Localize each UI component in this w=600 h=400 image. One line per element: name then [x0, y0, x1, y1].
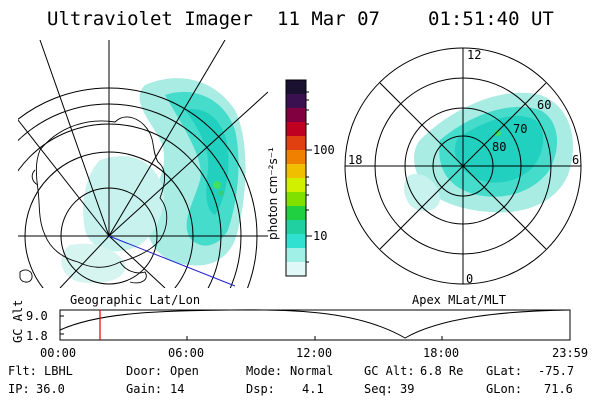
- colorbar-tick-10: 10: [313, 229, 327, 243]
- dsp-label: Dsp:: [246, 382, 275, 396]
- colorbar-stripe: [286, 136, 306, 151]
- altitude-ytick-1-8: 1.8: [26, 329, 48, 343]
- mlat-label-70: 70: [513, 122, 527, 136]
- colorbar-stripe: [286, 108, 306, 123]
- dsp-value: 4.1: [302, 382, 324, 396]
- magnetic-polar-plot: 12 18 6 0 60 70 80: [344, 47, 582, 286]
- glat-label: GLat:: [486, 364, 523, 378]
- filter-label: Flt:: [8, 364, 37, 378]
- colorbar-unit-label: photon cm⁻²s⁻¹: [266, 147, 280, 240]
- filter-value: LBHL: [44, 364, 73, 378]
- mlt-label-6: 6: [572, 153, 579, 167]
- mlt-labels: 12 18 6 0 60 70 80: [348, 48, 579, 286]
- colorbar-gradient: [286, 80, 306, 277]
- colorbar-stripe: [286, 80, 306, 95]
- geographic-caption: Geographic Lat/Lon: [70, 293, 201, 307]
- gc-alt-value: 6.8 Re: [420, 364, 464, 378]
- magnetic-caption: Apex MLat/MLT: [412, 293, 506, 307]
- gc-alt-label: GC Alt:: [364, 364, 415, 378]
- mode-label: Mode:: [246, 364, 283, 378]
- mlt-label-12: 12: [467, 48, 481, 62]
- colorbar-stripe: [286, 94, 306, 109]
- colorbar-stripe: [286, 164, 306, 179]
- colorbar-stripe: [286, 248, 306, 263]
- mlat-label-80: 80: [492, 140, 506, 154]
- colorbar-stripe: [286, 220, 306, 235]
- altitude-x-labels: 00:00 06:00 12:00 18:00 23:59: [40, 346, 588, 360]
- sun-direction-line: [108, 235, 236, 287]
- seq-label: Seq:: [364, 382, 393, 396]
- mlat-label-60: 60: [537, 98, 551, 112]
- gain-label: Gain:: [126, 382, 163, 396]
- aurora-image-left: [61, 78, 246, 284]
- mlt-lines: [345, 48, 581, 284]
- instrument-title: Ultraviolet Imager: [47, 8, 253, 30]
- glat-value: -75.7: [538, 364, 575, 378]
- colorbar-stripe: [286, 150, 306, 165]
- altitude-plot: GC Alt 9.0 1.8 00:00 06:00 12:00 18:00 2…: [11, 300, 588, 360]
- door-label: Door:: [126, 364, 163, 378]
- ip-value: 36.0: [36, 382, 65, 396]
- colorbar-stripe: [286, 234, 306, 249]
- altitude-xtick-1200: 12:00: [296, 346, 332, 360]
- altitude-xtick-0600: 06:00: [168, 346, 204, 360]
- altitude-curve: [59, 309, 571, 339]
- altitude-xtick-0000: 00:00: [40, 346, 76, 360]
- altitude-ytick-9: 9.0: [26, 309, 48, 323]
- date-label: 11 Mar 07: [277, 8, 380, 30]
- altitude-x-ticks: [60, 315, 443, 340]
- colorbar-stripe: [286, 206, 306, 221]
- seq-value: 39: [400, 382, 415, 396]
- lon-lines: [18, 40, 268, 288]
- altitude-xtick-1800: 18:00: [423, 346, 459, 360]
- colorbar-tick-100: 100: [313, 143, 335, 157]
- mode-value: Normal: [290, 364, 334, 378]
- colorbar-stripe: [286, 262, 306, 277]
- colorbar-stripe: [286, 192, 306, 207]
- ip-label: IP:: [8, 382, 30, 396]
- mlt-label-0: 0: [466, 272, 473, 286]
- colorbar-stripe: [286, 122, 306, 137]
- gain-value: 14: [170, 382, 185, 396]
- coastline: [19, 116, 168, 284]
- altitude-xtick-2359: 23:59: [552, 346, 588, 360]
- geographic-map: [18, 40, 268, 288]
- door-value: Open: [170, 364, 199, 378]
- time-label: 01:51:40 UT: [428, 8, 554, 30]
- mlt-label-18: 18: [348, 153, 362, 167]
- glon-value: 71.6: [544, 382, 573, 396]
- glon-label: GLon:: [486, 382, 523, 396]
- altitude-ylabel: GC Alt: [11, 300, 25, 343]
- colorbar: 100 10 photon cm⁻²s⁻¹: [266, 79, 335, 277]
- colorbar-stripe: [286, 178, 306, 193]
- colorbar-minor-ticks: [306, 91, 309, 263]
